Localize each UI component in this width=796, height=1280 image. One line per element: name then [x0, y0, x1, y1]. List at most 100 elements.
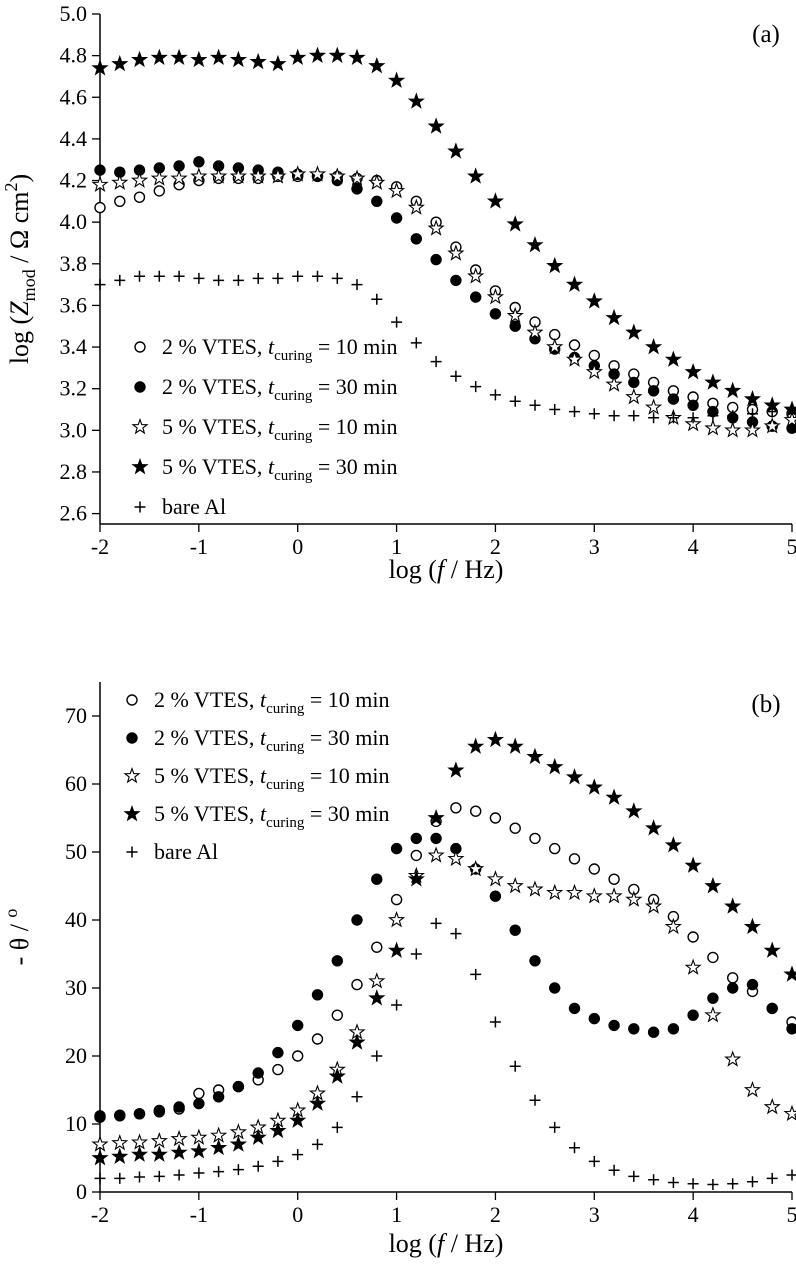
circle-open-marker-icon — [371, 941, 383, 953]
plus-marker-icon — [450, 370, 462, 382]
star-filled-marker-icon — [269, 54, 287, 72]
circle-open-marker-icon — [549, 328, 561, 341]
legend-label: 2 % VTES, tcuring = 10 min — [162, 334, 398, 364]
circle-open-marker-icon — [133, 191, 146, 203]
star-filled-marker-icon — [447, 761, 465, 778]
circle-filled-marker-icon — [94, 1110, 106, 1122]
y-tick-label: 4.8 — [60, 43, 88, 68]
plus-marker-icon — [450, 928, 462, 940]
star-filled-marker-icon — [123, 804, 141, 822]
plus-marker-icon — [766, 1172, 778, 1184]
circle-open-marker-icon — [549, 842, 561, 855]
star-filled-marker-icon — [743, 917, 762, 935]
circle-open-marker-icon — [727, 972, 739, 984]
circle-open-marker-icon — [94, 201, 106, 214]
circle-filled-marker-icon — [529, 955, 541, 967]
star-filled-marker-icon — [308, 1094, 327, 1111]
plus-marker-icon — [331, 272, 343, 284]
x-tick-label: 0 — [292, 534, 303, 559]
star-open-marker-icon — [387, 181, 406, 199]
star-filled-marker-icon — [328, 46, 346, 63]
circle-open-marker-icon — [450, 802, 462, 814]
plus-marker-icon — [509, 1060, 521, 1072]
y-tick-label: 2.8 — [60, 459, 88, 484]
circle-filled-marker-icon — [410, 233, 422, 245]
star-open-marker-icon — [486, 870, 505, 887]
tick-marks — [92, 715, 793, 1200]
x-tick-label: 0 — [292, 1202, 303, 1227]
star-open-marker-icon — [763, 1097, 781, 1115]
plus-marker-icon — [667, 412, 679, 424]
plus-marker-icon — [569, 406, 580, 418]
star-open-marker-icon — [526, 323, 544, 340]
y-tick-label: 20 — [65, 1043, 87, 1068]
circle-filled-marker-icon — [647, 385, 660, 397]
circle-filled-marker-icon — [509, 924, 521, 936]
star-filled-marker-icon — [486, 730, 505, 748]
legend-label: 2 % VTES, tcuring = 30 min — [154, 725, 390, 755]
circle-open-marker-icon — [153, 185, 166, 197]
star-filled-marker-icon — [229, 50, 248, 68]
star-open-marker-icon — [763, 417, 781, 434]
star-open-marker-icon — [467, 267, 485, 284]
y-tick-label: 40 — [65, 907, 87, 932]
plus-marker-icon — [94, 1172, 106, 1184]
star-open-marker-icon — [486, 288, 505, 305]
circle-filled-marker-icon — [252, 1067, 264, 1079]
star-filled-marker-icon — [269, 1121, 287, 1139]
plus-marker-icon — [667, 1177, 679, 1188]
circle-filled-marker-icon — [628, 1023, 640, 1035]
star-open-marker-icon — [546, 338, 564, 355]
x-tick-label: 5 — [787, 534, 796, 559]
plus-marker-icon — [569, 1142, 580, 1154]
circle-open-marker-icon — [529, 832, 541, 845]
star-open-marker-icon — [724, 421, 742, 438]
star-filled-marker-icon — [585, 778, 603, 795]
circle-filled-marker-icon — [727, 982, 739, 994]
plus-marker-icon — [509, 395, 521, 407]
star-filled-marker-icon — [210, 1138, 228, 1156]
star-open-marker-icon — [783, 410, 796, 428]
star-open-marker-icon — [170, 1129, 188, 1147]
plus-marker-icon — [232, 1164, 244, 1176]
circle-open-marker-icon — [687, 931, 699, 943]
plus-marker-icon — [410, 948, 422, 960]
x-tick-label: 2 — [490, 1202, 501, 1227]
plus-marker-icon — [272, 1155, 284, 1167]
circle-open-marker-icon — [509, 822, 521, 834]
circle-filled-marker-icon — [153, 1104, 166, 1117]
plus-marker-icon — [371, 1050, 383, 1062]
star-filled-marker-icon — [486, 192, 505, 209]
circle-filled-marker-icon — [371, 195, 383, 208]
circle-open-marker-icon — [588, 863, 600, 875]
star-open-marker-icon — [743, 421, 762, 438]
plus-marker-icon — [252, 1160, 264, 1172]
circle-filled-marker-icon — [667, 393, 680, 405]
star-filled-marker-icon — [763, 941, 781, 958]
star-open-marker-icon — [308, 165, 327, 182]
plus-marker-icon — [529, 1094, 541, 1106]
circle-filled-marker-icon — [351, 914, 363, 926]
plus-marker-icon — [608, 410, 620, 422]
star-filled-marker-icon — [289, 1111, 307, 1128]
plus-marker-icon — [153, 1170, 165, 1182]
circle-filled-marker-icon — [568, 1002, 581, 1015]
x-tick-label: -1 — [190, 1202, 208, 1227]
star-filled-marker-icon — [565, 275, 584, 292]
legend-label: 5 % VTES, tcuring = 30 min — [162, 454, 398, 484]
star-filled-marker-icon — [724, 381, 742, 399]
circle-open-marker-icon — [588, 349, 600, 362]
circle-filled-marker-icon — [193, 156, 205, 168]
series-circle-filled — [94, 832, 796, 1122]
y-tick-label: 2.6 — [60, 501, 88, 526]
plus-marker-icon — [747, 408, 758, 420]
star-filled-marker-icon — [684, 856, 702, 873]
legend-label: bare Al — [162, 494, 226, 519]
star-open-marker-icon — [684, 415, 702, 432]
star-filled-marker-icon — [664, 836, 682, 853]
plus-marker-icon — [648, 1174, 660, 1186]
star-filled-marker-icon — [447, 142, 465, 159]
plus-marker-icon — [134, 501, 146, 513]
plus-marker-icon — [134, 1171, 145, 1183]
circle-filled-marker-icon — [628, 376, 640, 389]
